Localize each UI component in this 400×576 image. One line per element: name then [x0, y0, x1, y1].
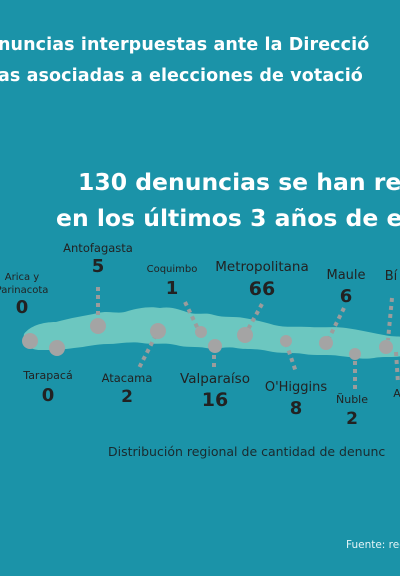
headline: 130 denuncias se han reali en los último…	[56, 164, 400, 236]
region-metropolitana: Metropolitana 66	[215, 259, 309, 303]
region-nuble: Ñuble 2	[335, 393, 369, 431]
region-ohiggins-count: 8	[289, 398, 303, 419]
region-tarapaca-name: Tarapacá	[23, 369, 73, 382]
region-atacama-count: 2	[121, 387, 133, 407]
header-line-1: nuncias interpuestas ante la Direcció	[0, 35, 370, 55]
region-arica-name-line-1: Arica y	[4, 272, 40, 283]
region-araucania: A	[393, 387, 400, 401]
region-arica: Arica y Parinacota 0	[0, 272, 48, 319]
header-title: nuncias interpuestas ante la Direcció as…	[0, 30, 369, 92]
header-line-2: as asociadas a elecciones de votació	[0, 66, 363, 86]
region-maule: Maule 6	[326, 268, 365, 310]
region-coquimbo-name: Coquimbo	[146, 264, 198, 275]
region-ohiggins: O'Higgins 8	[265, 380, 327, 422]
region-valparaiso-name: Valparaíso	[180, 371, 250, 387]
headline-line-2: en los últimos 3 años de elec	[56, 204, 400, 232]
region-nuble-name: Ñuble	[335, 393, 369, 406]
region-antofagasta: Antofagasta 5	[63, 241, 133, 279]
region-valparaiso: Valparaíso 16	[180, 371, 250, 413]
region-tarapaca: Tarapacá 0	[23, 369, 72, 409]
region-valparaiso-count: 16	[201, 389, 229, 411]
marker-nuble	[349, 348, 361, 360]
marker-coquimbo	[195, 326, 207, 338]
marker-atacama	[150, 323, 166, 339]
marker-biobio	[379, 340, 393, 354]
leader-coquimbo	[183, 301, 201, 332]
leader-araucania	[394, 351, 400, 384]
marker-antofagasta	[90, 318, 106, 334]
marker-metropolitana	[237, 327, 253, 343]
region-araucania-name: A	[393, 387, 400, 400]
region-coquimbo-count: 1	[165, 277, 179, 299]
region-atacama: Atacama 2	[102, 371, 153, 409]
leader-ohiggins	[284, 342, 298, 373]
region-maule-count: 6	[339, 286, 353, 307]
map-caption: Distribución regional de cantidad de den…	[108, 444, 386, 459]
marker-maule	[319, 336, 333, 350]
region-antofagasta-name: Antofagasta	[63, 241, 133, 255]
marker-arica	[22, 333, 38, 349]
source-note: Fuente: reg	[346, 539, 400, 551]
region-markers	[22, 318, 393, 360]
region-arica-name-line-2: Parinacota	[0, 284, 49, 296]
leader-biobio	[386, 297, 394, 341]
region-metropolitana-count: 66	[248, 278, 276, 300]
marker-ohiggins	[280, 335, 292, 347]
leader-atacama	[137, 334, 158, 369]
headline-line-1: 130 denuncias se han reali	[78, 168, 400, 196]
marker-tarapaca	[49, 340, 65, 356]
region-ohiggins-name: O'Higgins	[264, 380, 328, 395]
map-shape	[23, 307, 400, 359]
region-nuble-count: 2	[346, 408, 358, 429]
region-biobio-name: Bí	[384, 269, 398, 284]
region-coquimbo: Coquimbo 1	[147, 264, 198, 301]
region-atacama-name: Atacama	[101, 371, 153, 385]
region-biobio: Bí	[385, 269, 398, 285]
region-antofagasta-count: 5	[91, 256, 105, 277]
region-tarapaca-count: 0	[41, 385, 55, 406]
region-metropolitana-name: Metropolitana	[215, 259, 309, 275]
marker-valparaiso	[208, 339, 222, 353]
leader-maule	[326, 307, 346, 341]
region-maule-name: Maule	[326, 268, 366, 283]
region-arica-count: 0	[15, 297, 29, 318]
